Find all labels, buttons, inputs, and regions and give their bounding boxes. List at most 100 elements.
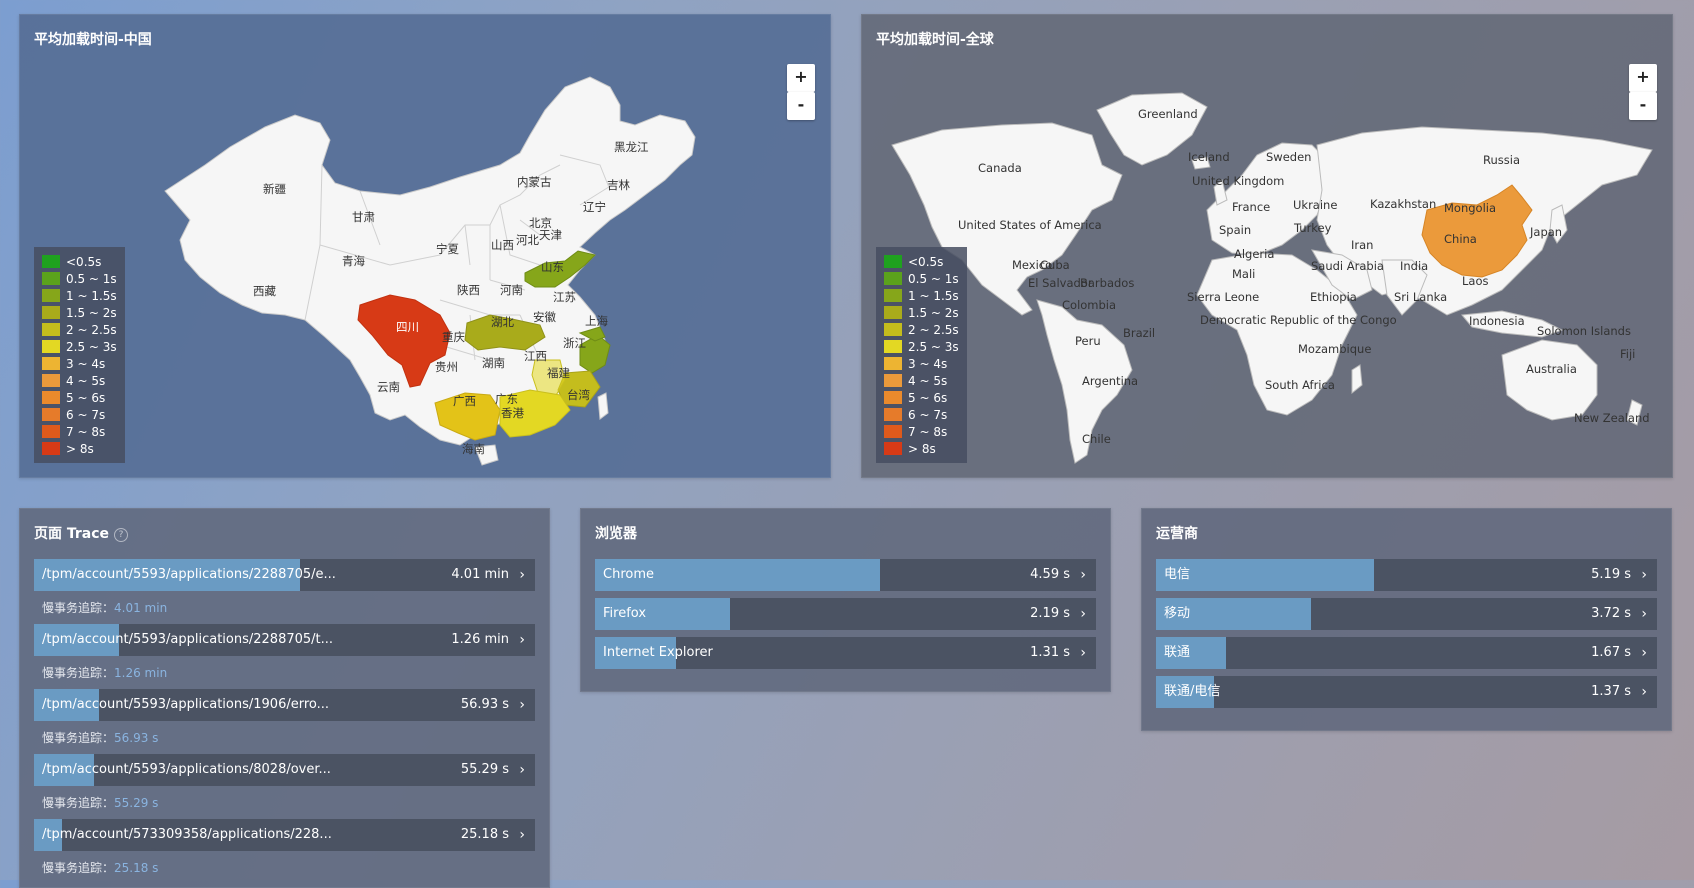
legend-item[interactable]: 6 ~ 7s	[42, 406, 117, 423]
carrier-row[interactable]: 联通/电信 1.37 s ›	[1156, 676, 1657, 708]
legend-item[interactable]: 2.5 ~ 3s	[884, 338, 959, 355]
bar-fill	[1156, 598, 1312, 630]
bar-value: 5.19 s	[1591, 567, 1631, 582]
zoom-in-button[interactable]: +	[1629, 64, 1657, 92]
map-label-usa: United States of America	[958, 218, 1102, 232]
legend-label: 1.5 ~ 2s	[908, 305, 959, 320]
zoom-out-button[interactable]: -	[787, 92, 815, 120]
legend-swatch	[884, 289, 902, 302]
chevron-right-icon[interactable]: ›	[519, 567, 525, 583]
zoom-in-button[interactable]: +	[787, 64, 815, 92]
legend-swatch	[42, 374, 60, 387]
slow-trace-value[interactable]: 55.29 s	[114, 796, 159, 810]
legend-item[interactable]: 1 ~ 1.5s	[42, 287, 117, 304]
legend-swatch	[884, 340, 902, 353]
map-label-china: China	[1444, 232, 1477, 246]
slow-trace-label: 慢事务追踪：	[42, 666, 115, 680]
slow-trace-value[interactable]: 4.01 min	[114, 601, 168, 615]
carrier-row[interactable]: 移动 3.72 s ›	[1156, 598, 1657, 630]
legend-item[interactable]: 4 ~ 5s	[42, 372, 117, 389]
bar-label: /tpm/account/573309358/applications/228.…	[42, 827, 332, 842]
legend-label: 1.5 ~ 2s	[66, 305, 117, 320]
legend-swatch	[42, 442, 60, 455]
map-label-heilongjiang: 黑龙江	[614, 140, 649, 154]
legend-label: 7 ~ 8s	[66, 424, 106, 439]
legend-item[interactable]: 2 ~ 2.5s	[42, 321, 117, 338]
legend-swatch	[884, 272, 902, 285]
map-label-turkey: Turkey	[1293, 221, 1332, 235]
bar-value: 55.29 s	[460, 762, 509, 777]
legend-item[interactable]: 1.5 ~ 2s	[884, 304, 959, 321]
chevron-right-icon[interactable]: ›	[1080, 645, 1086, 661]
chevron-right-icon[interactable]: ›	[1080, 606, 1086, 622]
chevron-right-icon[interactable]: ›	[1641, 645, 1647, 661]
trace-row[interactable]: /tpm/account/573309358/applications/228.…	[34, 819, 535, 851]
legend-item[interactable]: 4 ~ 5s	[884, 372, 959, 389]
map-label-russia: Russia	[1483, 153, 1520, 167]
bar-value: 4.59 s	[1030, 567, 1070, 582]
map-label-yunnan: 云南	[377, 380, 400, 394]
chevron-right-icon[interactable]: ›	[519, 827, 525, 843]
map-label-zhejiang: 浙江	[563, 336, 586, 350]
chevron-right-icon[interactable]: ›	[1080, 567, 1086, 583]
legend-item[interactable]: 1 ~ 1.5s	[884, 287, 959, 304]
bar-value: 1.31 s	[1030, 645, 1070, 660]
chevron-right-icon[interactable]: ›	[519, 697, 525, 713]
chevron-right-icon[interactable]: ›	[1641, 567, 1647, 583]
legend-swatch	[884, 408, 902, 421]
bar-fill	[595, 598, 731, 630]
carrier-row[interactable]: 联通 1.67 s ›	[1156, 637, 1657, 669]
legend-item[interactable]: 0.5 ~ 1s	[42, 270, 117, 287]
carrier-row[interactable]: 电信 5.19 s ›	[1156, 559, 1657, 591]
slow-trace-value[interactable]: 25.18 s	[114, 861, 159, 875]
map-label-uk: United Kingdom	[1192, 174, 1284, 188]
slow-trace-value[interactable]: 56.93 s	[114, 731, 159, 745]
legend-item[interactable]: 2 ~ 2.5s	[884, 321, 959, 338]
chevron-right-icon[interactable]: ›	[519, 632, 525, 648]
browser-row[interactable]: Chrome 4.59 s ›	[595, 559, 1096, 591]
map-label-guangxi: 广西	[453, 394, 476, 408]
map-label-spain: Spain	[1219, 223, 1251, 237]
bar-value: 25.18 s	[460, 827, 509, 842]
legend-item[interactable]: 2.5 ~ 3s	[42, 338, 117, 355]
chevron-right-icon[interactable]: ›	[1641, 684, 1647, 700]
legend-item[interactable]: > 8s	[884, 440, 959, 457]
chevron-right-icon[interactable]: ›	[519, 762, 525, 778]
province-taiwan	[597, 392, 609, 420]
map-label-drc: Democratic Republic of the Congo	[1200, 313, 1397, 327]
trace-row[interactable]: /tpm/account/5593/applications/1906/erro…	[34, 689, 535, 721]
map-label-cuba: Cuba	[1040, 258, 1070, 272]
zoom-out-button[interactable]: -	[1629, 92, 1657, 120]
bar-label: /tpm/account/5593/applications/2288705/e…	[42, 567, 336, 582]
legend-item[interactable]: 1.5 ~ 2s	[42, 304, 117, 321]
legend-label: 6 ~ 7s	[908, 407, 948, 422]
help-icon[interactable]: ?	[114, 528, 129, 542]
legend-item[interactable]: 6 ~ 7s	[884, 406, 959, 423]
slow-trace-value[interactable]: 1.26 min	[114, 666, 168, 680]
legend-item[interactable]: > 8s	[42, 440, 117, 457]
legend-item[interactable]: <0.5s	[42, 253, 117, 270]
legend-item[interactable]: 7 ~ 8s	[42, 423, 117, 440]
legend-item[interactable]: 3 ~ 4s	[42, 355, 117, 372]
browser-row[interactable]: Internet Explorer 1.31 s ›	[595, 637, 1096, 669]
legend-item[interactable]: <0.5s	[884, 253, 959, 270]
legend-item[interactable]: 0.5 ~ 1s	[884, 270, 959, 287]
map-label-solomon: Solomon Islands	[1537, 324, 1631, 338]
legend-item[interactable]: 5 ~ 6s	[42, 389, 117, 406]
map-label-fiji: Fiji	[1620, 347, 1635, 361]
trace-row[interactable]: /tpm/account/5593/applications/2288705/t…	[34, 624, 535, 656]
legend-item[interactable]: 7 ~ 8s	[884, 423, 959, 440]
legend-item[interactable]: 3 ~ 4s	[884, 355, 959, 372]
trace-row[interactable]: /tpm/account/5593/applications/2288705/e…	[34, 559, 535, 591]
china-outline	[164, 76, 696, 446]
legend-item[interactable]: 5 ~ 6s	[884, 389, 959, 406]
browser-row[interactable]: Firefox 2.19 s ›	[595, 598, 1096, 630]
chevron-right-icon[interactable]: ›	[1641, 606, 1647, 622]
province-hubei	[464, 314, 546, 351]
legend-label: 0.5 ~ 1s	[908, 271, 959, 286]
map-label-qinghai: 青海	[342, 254, 365, 268]
legend-label: > 8s	[66, 441, 94, 456]
trace-row[interactable]: /tpm/account/5593/applications/8028/over…	[34, 754, 535, 786]
world-map[interactable]: Greenland Canada United States of America M…	[862, 15, 1674, 479]
